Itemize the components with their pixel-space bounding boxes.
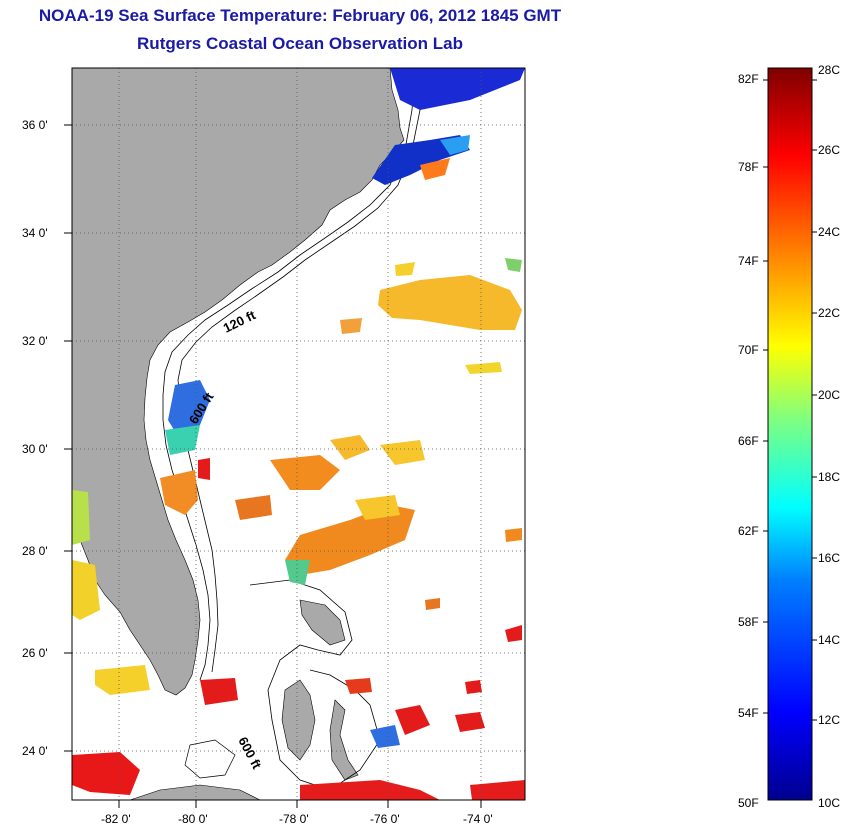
lon-label-76: -76 0' bbox=[370, 812, 400, 826]
colorbar-label-50f: 50F bbox=[738, 796, 759, 810]
colorbar-label-26c: 26C bbox=[818, 143, 840, 157]
colorbar bbox=[768, 68, 812, 800]
lon-label-74: -74 0' bbox=[463, 812, 493, 826]
colorbar-label-16c: 16C bbox=[818, 551, 840, 565]
colorbar-label-74f: 74F bbox=[738, 254, 759, 268]
colorbar-label-28c: 28C bbox=[818, 63, 840, 77]
colorbar-label-70f: 70F bbox=[738, 343, 759, 357]
colorbar-label-18c: 18C bbox=[818, 470, 840, 484]
colorbar-label-78f: 78F bbox=[738, 160, 759, 174]
colorbar-label-54f: 54F bbox=[738, 706, 759, 720]
lat-label-32: 32 0' bbox=[22, 334, 48, 348]
colorbar-label-22c: 22C bbox=[818, 306, 840, 320]
colorbar-label-20c: 20C bbox=[818, 388, 840, 402]
lat-label-24: 24 0' bbox=[22, 744, 48, 758]
lat-label-36: 36 0' bbox=[22, 118, 48, 132]
colorbar-label-14c: 14C bbox=[818, 633, 840, 647]
lat-label-34: 34 0' bbox=[22, 226, 48, 240]
lon-label-80: -80 0' bbox=[178, 812, 208, 826]
lon-label-78: -78 0' bbox=[279, 812, 309, 826]
lat-label-28: 28 0' bbox=[22, 544, 48, 558]
colorbar-label-66f: 66F bbox=[738, 434, 759, 448]
lat-label-26: 26 0' bbox=[22, 646, 48, 660]
colorbar-label-82f: 82F bbox=[738, 72, 759, 86]
lat-label-30: 30 0' bbox=[22, 442, 48, 456]
colorbar-label-58f: 58F bbox=[738, 615, 759, 629]
colorbar-label-10c: 10C bbox=[818, 796, 840, 810]
colorbar-label-24c: 24C bbox=[818, 225, 840, 239]
sst-map: 120 ft 600 ft 600 ft bbox=[0, 0, 849, 832]
colorbar-label-12c: 12C bbox=[818, 713, 840, 727]
lon-label-82: -82 0' bbox=[101, 812, 131, 826]
colorbar-label-62f: 62F bbox=[738, 524, 759, 538]
